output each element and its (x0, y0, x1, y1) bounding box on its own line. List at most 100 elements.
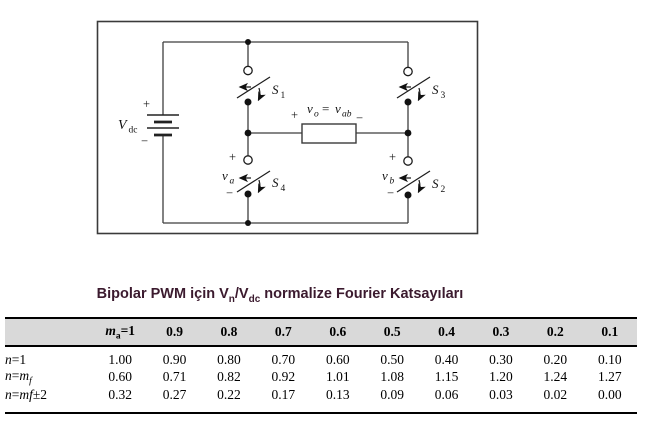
s4-subscript: 4 (281, 184, 286, 194)
junction-dots (244, 39, 412, 226)
col-header: 0.4 (419, 317, 474, 347)
title-sub-n: n (228, 293, 235, 305)
row-label-nmf2: n=mf±2 (5, 386, 93, 414)
cell: 0.60 (325, 351, 350, 367)
cell: 0.06 (419, 386, 474, 414)
cell: 0.20 (543, 351, 568, 367)
row-label-n: n (5, 351, 12, 367)
table-title: Bipolar PWM için Vn/Vdc normalize Fourie… (0, 286, 560, 305)
ma-base: m (105, 322, 116, 338)
col-header: 0.3 (473, 317, 529, 347)
row-label-f-subscript: f (29, 376, 32, 387)
vb-label: v (382, 168, 388, 183)
col-header: 0.8 (201, 317, 257, 347)
battery-minus-sign: − (141, 134, 148, 148)
vab-subscript: ab (342, 110, 352, 120)
cell: 0.30 (489, 351, 513, 367)
cell: 0.27 (147, 386, 202, 414)
title-suffix: normalize Fourier Katsayıları (260, 286, 464, 302)
table-corner-cell (5, 317, 93, 347)
row-label-n: n (5, 368, 12, 383)
table-header-row: ma=1 0.9 0.8 0.7 0.6 0.5 0.4 0.3 0.2 0.1 (5, 317, 637, 347)
row-label-mf: mf (19, 387, 33, 403)
table-row-nmf: n=mf 0.60 0.71 0.82 0.92 1.01 1.08 1.15 … (5, 368, 637, 387)
equals-sign: = (322, 101, 329, 116)
cell: 0.02 (528, 386, 583, 414)
cell: 0.13 (310, 386, 365, 414)
va-subscript: a (230, 177, 235, 187)
fourier-coefficients-table: ma=1 0.9 0.8 0.7 0.6 0.5 0.4 0.3 0.2 0.1… (5, 317, 637, 414)
title-sub-dc: dc (248, 293, 261, 305)
cell: 0.50 (380, 351, 404, 367)
cell: 1.27 (597, 369, 622, 385)
full-bridge-inverter-diagram: + − V dc + v o = v ab − S 1 S 3 (96, 20, 479, 235)
s3-subscript: 3 (441, 91, 446, 101)
cell: 1.20 (489, 369, 513, 385)
switch-s3: S 3 (396, 66, 446, 106)
row-label-nmf: n=mf (5, 368, 93, 387)
col-header: 0.7 (256, 317, 311, 347)
cell: 0.71 (162, 369, 187, 385)
cell: 0.17 (256, 386, 311, 414)
cell: 1.01 (325, 369, 350, 385)
vdc-subscript: dc (129, 126, 138, 136)
cell: 0.32 (93, 386, 148, 414)
title-prefix: Bipolar PWM için V (96, 286, 229, 302)
figure-border (96, 20, 479, 235)
cell: 0.03 (473, 386, 529, 414)
load-minus-sign: − (356, 111, 363, 125)
cell: 0.90 (162, 351, 187, 367)
cell: 0.70 (271, 351, 296, 367)
col-header: 0.9 (147, 317, 202, 347)
row-label-rest: ±2 (32, 387, 48, 403)
col-header: 0.2 (528, 317, 583, 347)
ma-equals: =1 (120, 322, 136, 338)
battery-plus-sign: + (143, 97, 150, 111)
switch-s2: S 2 + v b − (382, 150, 446, 200)
s2-label: S (432, 176, 439, 191)
va-minus-sign: − (226, 186, 233, 200)
vb-plus-sign: + (389, 150, 396, 164)
row-label-n: n (5, 387, 12, 403)
cell: 0.00 (582, 386, 637, 414)
s1-subscript: 1 (281, 91, 286, 101)
table-row-nmf2: n=mf±2 0.32 0.27 0.22 0.17 0.13 0.09 0.0… (5, 386, 637, 414)
va-plus-sign: + (229, 150, 236, 164)
cell: 0.09 (364, 386, 420, 414)
switch-s4: S 4 + v a − (222, 150, 286, 200)
cell: 1.24 (543, 369, 568, 385)
col-header: 0.6 (310, 317, 365, 347)
cell: 0.82 (217, 369, 241, 385)
row-label-eq: = (11, 368, 20, 383)
table-row-n1: n=1 1.00 0.90 0.80 0.70 0.60 0.50 0.40 0… (5, 346, 637, 368)
s3-label: S (432, 82, 439, 97)
row-label-n1: n=1 (5, 346, 93, 368)
cell: 0.22 (201, 386, 257, 414)
row-label-rest: =1 (11, 351, 27, 367)
vdc-label: V (118, 118, 128, 133)
cell: 0.92 (271, 369, 296, 385)
col-header: 0.1 (582, 317, 637, 347)
s4-label: S (272, 175, 279, 190)
dc-source-battery: + − V dc (118, 97, 179, 148)
cell: 0.80 (217, 351, 241, 367)
vb-subscript: b (390, 177, 395, 187)
title-mid: /V (234, 286, 249, 302)
cell: 0.10 (597, 351, 622, 367)
vb-minus-sign: − (387, 186, 394, 200)
load-resistor: + v o = v ab − (291, 101, 363, 144)
load-plus-sign: + (291, 108, 298, 122)
ma-subscript: a (115, 331, 121, 342)
cell: 1.08 (380, 369, 404, 385)
circuit-wires (162, 41, 409, 224)
vo-subscript: o (314, 110, 319, 120)
s1-label: S (272, 82, 279, 97)
switch-s1: S 1 (236, 65, 286, 106)
cell: 0.60 (108, 369, 132, 385)
row-label-m: m (19, 368, 30, 383)
vo-label: v (307, 101, 313, 116)
row-label-eq: = (11, 387, 20, 403)
vab-label: v (335, 101, 341, 116)
col-header: 0.5 (364, 317, 420, 347)
col-header-ma: ma=1 (93, 317, 148, 347)
